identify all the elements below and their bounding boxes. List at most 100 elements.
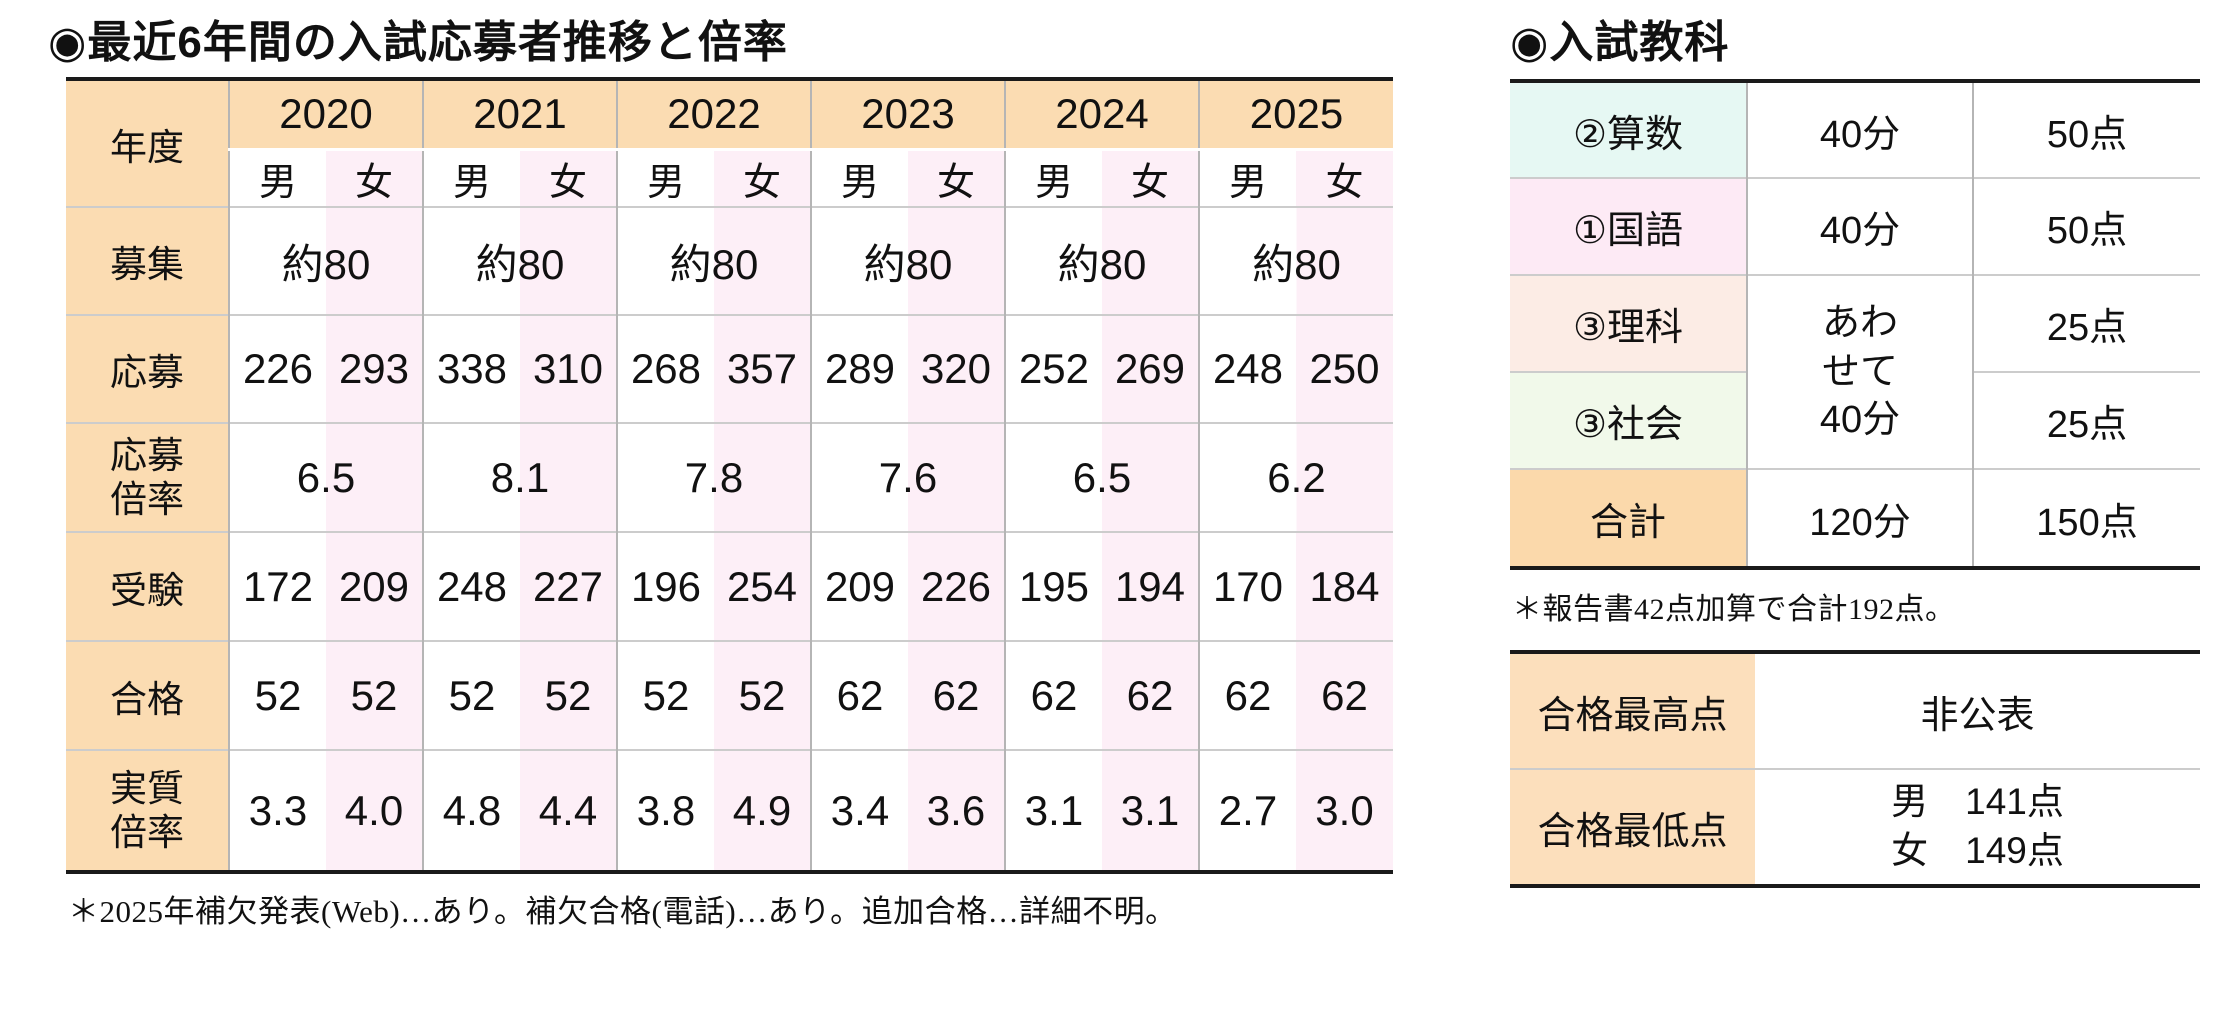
table-row: 応募倍率 6.5 8.1 7.8 7.6 6.5 6.2: [66, 422, 1393, 532]
male-header-cell: 男: [616, 149, 714, 207]
value-cell: 194: [1102, 531, 1199, 641]
row-label-cell: 募集: [66, 206, 230, 315]
merged-value-cell: 約80: [1198, 206, 1393, 315]
row-label-cell: 応募: [66, 314, 230, 423]
points-cell: 25点: [1972, 371, 2200, 469]
female-header-cell: 女: [714, 149, 811, 207]
merged-value-cell: 6.5: [228, 422, 423, 532]
value-cell: 3.0: [1296, 749, 1393, 872]
value-cell: 248: [1198, 314, 1296, 423]
row-label-cell: 合格: [66, 640, 230, 750]
value-cell: 62: [1198, 640, 1296, 750]
value-cell: 195: [1004, 531, 1102, 641]
applicants-table: 年度 2020 2021 2022 2023 2024 2025 男 女 男 女…: [66, 77, 1393, 874]
value-cell: 268: [616, 314, 714, 423]
value-cell: 4.4: [520, 749, 617, 872]
score-value-cell: 非公表: [1920, 694, 2035, 737]
merged-value-cell: 6.2: [1198, 422, 1393, 532]
value-cell: 320: [908, 314, 1005, 423]
year-header-cell: 2022: [616, 79, 811, 151]
value-cell: 226: [908, 531, 1005, 641]
table-row: 合格 52 52 52 52 52 52 62 62 62 62 62 62: [66, 640, 1393, 750]
value-cell: 252: [1004, 314, 1102, 423]
year-axis-label: 年度: [66, 79, 230, 207]
value-cell: 357: [714, 314, 811, 423]
year-header-cell: 2021: [422, 79, 617, 151]
value-cell: 62: [908, 640, 1005, 750]
merged-value-cell: 約80: [422, 206, 617, 315]
applicants-footnote: ＊2025年補欠発表(Web)…あり。補欠合格(電話)…あり。追加合格…詳細不明…: [68, 894, 1177, 929]
row-label-text: 実質倍率: [109, 767, 184, 853]
subject-cell: ③理科: [1510, 274, 1747, 372]
subject-cell: ③社会: [1510, 371, 1747, 469]
male-header-cell: 男: [1198, 149, 1296, 207]
value-cell: 310: [520, 314, 617, 423]
scores-table: 合格最高点 非公表 合格最低点 男 141点 女 149点: [1510, 650, 2200, 888]
table-row: ①国語 40分 50点: [1510, 177, 2200, 275]
applicants-title: ◉最近6年間の入試応募者推移と倍率: [48, 18, 788, 67]
combined-time-cell: あわ せて 40分: [1746, 274, 1973, 469]
merged-value-cell: 約80: [616, 206, 811, 315]
table-row: 合格最低点 男 141点 女 149点: [1510, 768, 2200, 886]
value-cell: 3.1: [1102, 749, 1199, 872]
value-cell: 227: [520, 531, 617, 641]
score-label-cell: 合格最低点: [1510, 768, 1755, 886]
subjects-section: ◉入試教科 ②算数 40分 50点 ①国語 40分 50点 ③理科 あわ せて …: [1510, 6, 2202, 888]
table-row: 応募 226 293 338 310 268 357 289 320 252 2…: [66, 314, 1393, 423]
value-cell: 52: [616, 640, 714, 750]
min-score-lines: 男 141点 女 149点: [1891, 781, 2064, 871]
time-cell: 40分: [1746, 81, 1973, 178]
value-cell: 3.6: [908, 749, 1005, 872]
points-cell: 150点: [1972, 468, 2200, 568]
points-cell: 25点: [1972, 274, 2200, 372]
value-cell: 2.7: [1198, 749, 1296, 872]
time-cell: 40分: [1746, 177, 1973, 275]
value-cell: 248: [422, 531, 520, 641]
table-row: 男 女 男 女 男 女 男 女 男 女 男 女: [66, 149, 1393, 207]
value-cell: 338: [422, 314, 520, 423]
value-cell: 254: [714, 531, 811, 641]
subject-cell: ②算数: [1510, 81, 1747, 178]
points-cell: 50点: [1972, 81, 2200, 178]
value-cell: 62: [1102, 640, 1199, 750]
table-row: 受験 172 209 248 227 196 254 209 226 195 1…: [66, 531, 1393, 641]
row-label-text: 応募倍率: [109, 434, 184, 520]
year-header-cell: 2025: [1198, 79, 1393, 151]
value-cell: 52: [228, 640, 326, 750]
female-header-cell: 女: [326, 149, 423, 207]
value-cell: 250: [1296, 314, 1393, 423]
value-cell: 3.8: [616, 749, 714, 872]
value-cell: 52: [326, 640, 423, 750]
merged-value-cell: 約80: [228, 206, 423, 315]
male-header-cell: 男: [422, 149, 520, 207]
male-header-cell: 男: [1004, 149, 1102, 207]
score-label-cell: 合格最高点: [1510, 652, 1755, 769]
value-cell: 4.8: [422, 749, 520, 872]
value-cell: 293: [326, 314, 423, 423]
points-cell: 50点: [1972, 177, 2200, 275]
row-label-cell: 実質倍率: [66, 749, 230, 872]
value-cell: 196: [616, 531, 714, 641]
table-row: 合格最高点 非公表: [1510, 652, 2200, 769]
merged-value-cell: 8.1: [422, 422, 617, 532]
table-row: 募集 約80 約80 約80 約80 約80 約80: [66, 206, 1393, 315]
merged-value-cell: 7.6: [810, 422, 1005, 532]
female-header-cell: 女: [520, 149, 617, 207]
row-label-cell: 応募倍率: [66, 422, 230, 532]
subject-cell: ①国語: [1510, 177, 1747, 275]
value-cell: 62: [810, 640, 908, 750]
value-cell: 269: [1102, 314, 1199, 423]
year-header-cell: 2023: [810, 79, 1005, 151]
value-cell: 209: [326, 531, 423, 641]
value-cell: 52: [714, 640, 811, 750]
value-cell: 226: [228, 314, 326, 423]
table-row: ③理科 あわ せて 40分 25点: [1510, 274, 2200, 469]
value-cell: 62: [1296, 640, 1393, 750]
value-cell: 3.3: [228, 749, 326, 872]
year-header-cell: 2024: [1004, 79, 1199, 151]
merged-value-cell: 約80: [1004, 206, 1199, 315]
table-row: ③社会 25点: [1510, 371, 2200, 469]
value-cell: 184: [1296, 531, 1393, 641]
table-row: 年度 2020 2021 2022 2023 2024 2025: [66, 79, 1393, 207]
value-cell: 289: [810, 314, 908, 423]
